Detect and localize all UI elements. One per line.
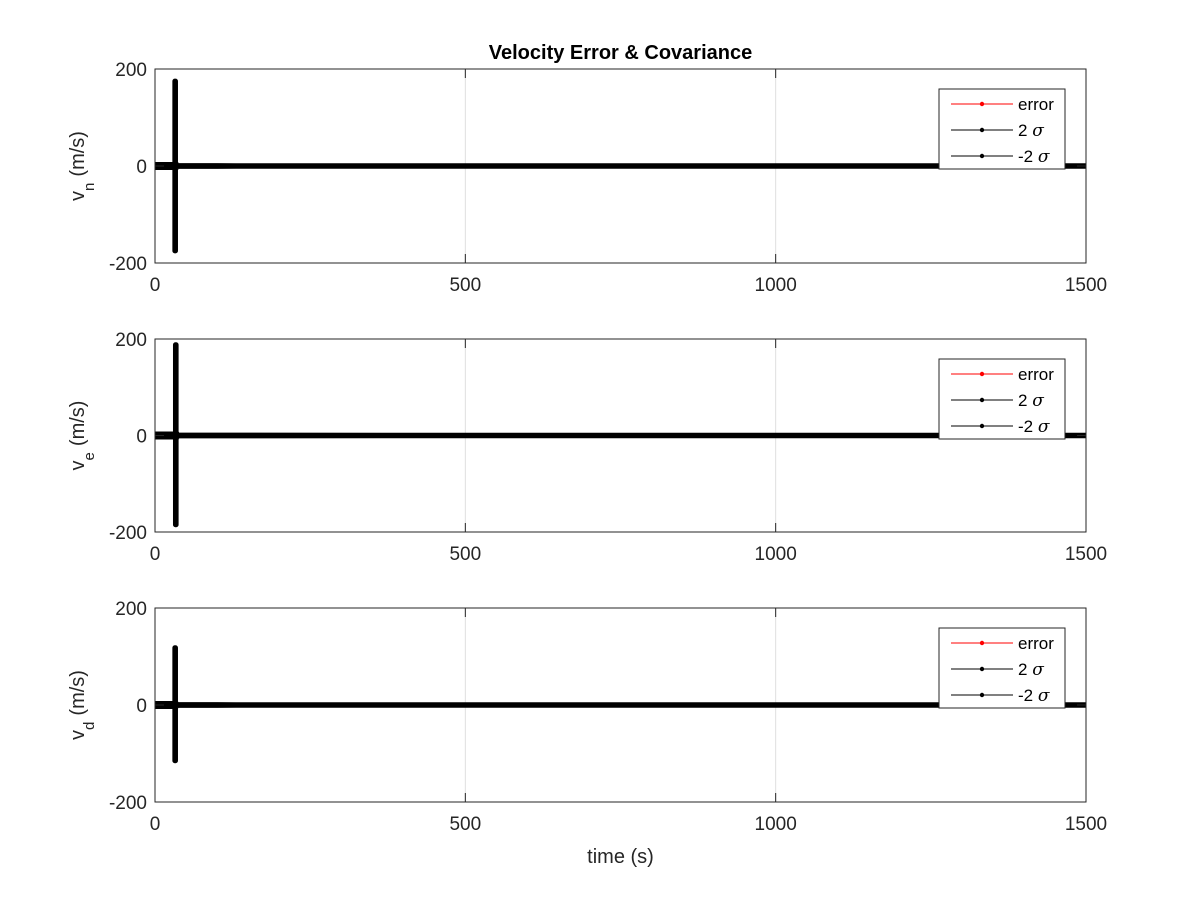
series-group [155,342,1086,528]
y-tick-label: 0 [136,157,147,178]
legend-marker-swatch [979,666,985,672]
y-tick-label: 0 [136,427,147,448]
x-tick-label: 1500 [1065,814,1107,835]
legend: error 2 σ -2 σ [938,627,1066,709]
legend-label: 2 σ [1018,391,1044,411]
series-line-minus-2-sigma [155,433,1086,528]
y-tick-label: 200 [115,330,147,351]
series-group [155,78,1086,254]
y-tick-label: -200 [109,254,147,275]
x-tick-label: 0 [150,814,161,835]
chart-title: Velocity Error & Covariance [489,42,752,64]
x-tick-label: 500 [449,275,481,296]
y-axis-label-subscript: d [81,722,98,730]
legend-marker-swatch [979,397,985,403]
y-axis-label-symbol: v [67,191,89,201]
y-tick-label: 200 [115,60,147,81]
x-tick-label: 1000 [755,544,797,565]
legend-label: 2 σ [1018,660,1044,680]
legend-marker-swatch [979,371,985,377]
y-axis-label-unit: (m/s) [67,670,89,716]
legend-label: error [1018,365,1054,384]
y-axis-label: vn (m/s) [67,131,98,201]
legend-marker-swatch [979,101,985,107]
x-tick-label: 0 [150,544,161,565]
x-axis-label: time (s) [587,846,654,868]
series-line-minus-2-sigma [155,163,1086,254]
series-line-minus-2-sigma [155,702,1086,764]
legend-marker-swatch [979,153,985,159]
legend-label: -2 σ [1018,147,1050,167]
legend-label: -2 σ [1018,417,1050,437]
x-tick-label: 0 [150,275,161,296]
legend-marker-swatch [979,423,985,429]
x-tick-label: 1500 [1065,544,1107,565]
y-axis-label-symbol: v [67,460,89,470]
x-tick-label: 500 [449,544,481,565]
y-axis-label-unit: (m/s) [67,131,89,177]
x-tick-label: 1000 [755,814,797,835]
y-axis-label-symbol: v [67,730,89,740]
y-axis-label: vd (m/s) [67,670,98,740]
legend-label: 2 σ [1018,121,1044,141]
x-tick-label: 500 [449,814,481,835]
legend-label: -2 σ [1018,686,1050,706]
y-axis-label: ve (m/s) [67,401,98,471]
y-axis-label-unit: (m/s) [67,401,89,447]
x-tick-label: 1000 [755,275,797,296]
legend-label: error [1018,95,1054,114]
y-axis-label-subscript: n [81,183,98,191]
legend: error 2 σ -2 σ [938,88,1066,170]
legend-marker-swatch [979,692,985,698]
y-tick-label: -200 [109,793,147,814]
legend: error 2 σ -2 σ [938,358,1066,440]
series-group [155,645,1086,764]
legend-label: error [1018,634,1054,653]
y-tick-label: 200 [115,599,147,620]
legend-marker-swatch [979,640,985,646]
x-tick-label: 1500 [1065,275,1107,296]
y-tick-label: 0 [136,696,147,717]
y-axis-label-subscript: e [81,452,98,460]
legend-marker-swatch [979,127,985,133]
y-tick-label: -200 [109,523,147,544]
